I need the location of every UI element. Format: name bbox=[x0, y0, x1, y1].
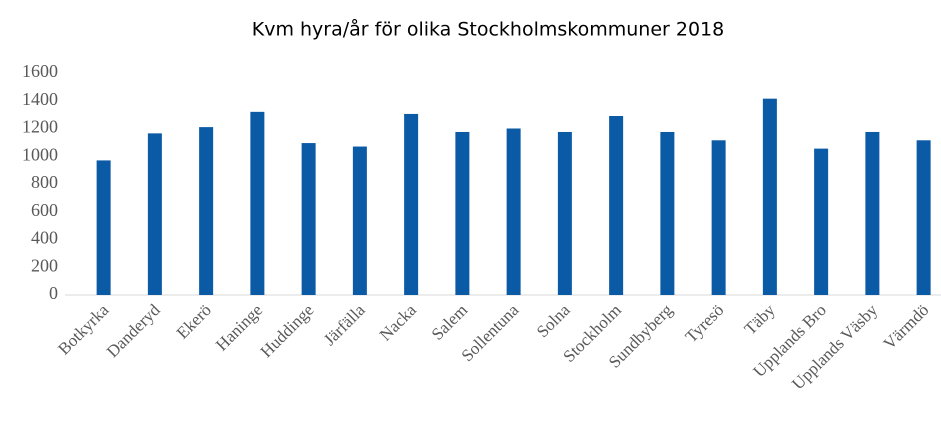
y-tick-label: 1200 bbox=[22, 117, 58, 137]
bar bbox=[711, 140, 726, 295]
bar bbox=[660, 131, 675, 295]
y-tick-label: 0 bbox=[49, 283, 58, 303]
bar bbox=[814, 148, 829, 295]
y-tick-label: 600 bbox=[31, 200, 58, 220]
bar bbox=[199, 127, 214, 295]
x-tick-label: Tyresö bbox=[681, 300, 727, 346]
bar bbox=[96, 160, 111, 295]
bar bbox=[865, 131, 880, 295]
bar bbox=[609, 116, 624, 295]
y-tick-label: 400 bbox=[31, 228, 58, 248]
y-tick-label: 1600 bbox=[22, 61, 58, 81]
x-tick-label: Danderyd bbox=[103, 300, 164, 361]
y-tick-label: 200 bbox=[31, 255, 58, 275]
x-tick-label: Salem bbox=[428, 300, 471, 343]
bar bbox=[404, 113, 419, 296]
y-tick-label: 1000 bbox=[22, 144, 58, 164]
bar bbox=[557, 131, 572, 295]
bar bbox=[250, 111, 265, 295]
x-tick-label: Ekerö bbox=[173, 300, 215, 342]
bar bbox=[762, 98, 777, 295]
y-tick-label: 800 bbox=[31, 172, 58, 192]
x-tick-label: Nacka bbox=[376, 300, 420, 344]
x-tick-label: Solna bbox=[533, 300, 574, 341]
bar bbox=[455, 131, 470, 295]
x-tick-label: Värmdö bbox=[880, 300, 933, 353]
x-tick-label: Sollentuna bbox=[458, 300, 523, 365]
x-tick-label: Täby bbox=[741, 300, 779, 338]
bar bbox=[301, 143, 316, 295]
x-tick-label: Huddinge bbox=[257, 300, 318, 361]
bar bbox=[147, 133, 162, 295]
y-tick-label: 1400 bbox=[22, 89, 58, 109]
x-tick-label: Järfälla bbox=[320, 300, 369, 349]
bar bbox=[916, 140, 931, 295]
bar bbox=[506, 128, 521, 295]
bar bbox=[352, 146, 367, 295]
chart-title: Kvm hyra/år för olika Stockholmskommuner… bbox=[252, 18, 724, 41]
